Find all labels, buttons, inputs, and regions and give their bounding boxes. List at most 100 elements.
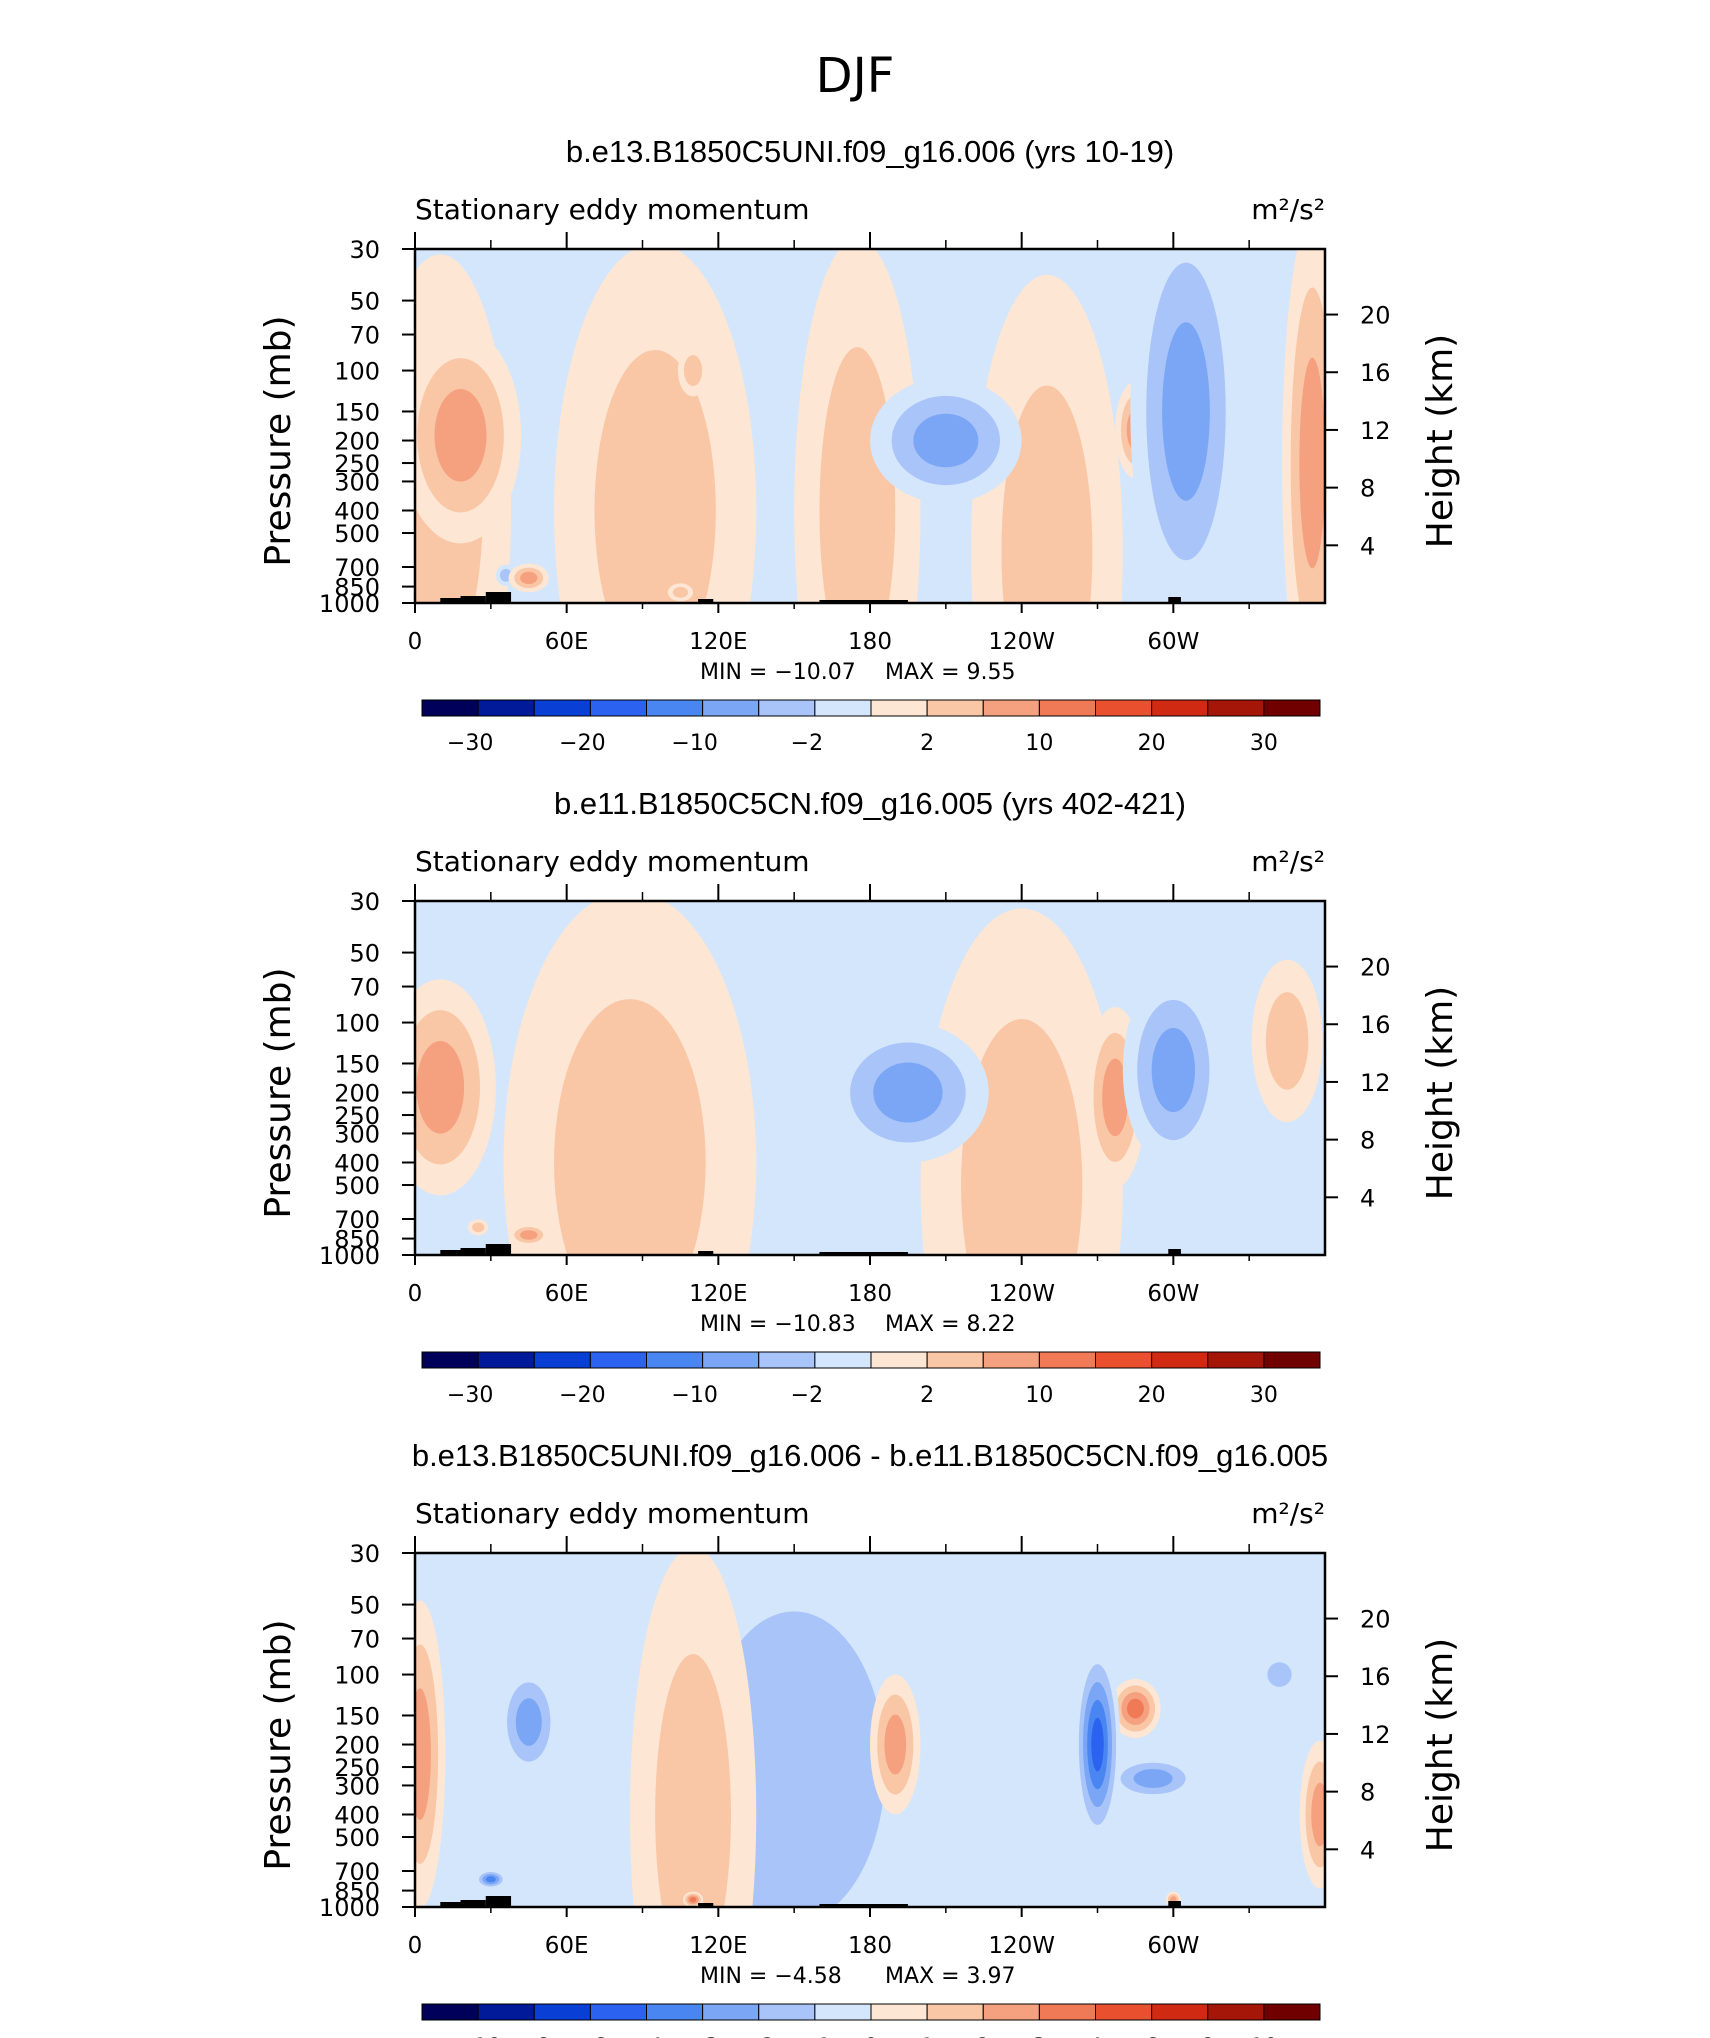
- topography-bar: [440, 1902, 461, 1907]
- colorbar-label: 10: [1025, 1383, 1053, 1408]
- x-tick-label: 60E: [545, 1933, 589, 1959]
- y-tick-label: 300: [334, 1120, 380, 1148]
- height-tick-label: 8: [1360, 475, 1375, 503]
- colorbar-label: −10: [671, 731, 717, 756]
- height-tick-label: 16: [1360, 1663, 1391, 1691]
- y-tick-label: 1000: [319, 1894, 380, 1922]
- colorbar-label: −2: [791, 731, 823, 756]
- y-tick-label: 300: [334, 1772, 380, 1800]
- colorbar-box: [1151, 699, 1209, 717]
- y-tick-label: 850: [334, 1878, 380, 1906]
- y-tick-label: 1000: [319, 1242, 380, 1270]
- colorbar-box: [1095, 2003, 1153, 2021]
- contour-field: [415, 901, 1323, 1255]
- colorbar-label: −20: [559, 731, 605, 756]
- x-tick-label: 120W: [988, 1281, 1055, 1307]
- y-axis-right-label: Height (km): [1420, 986, 1461, 1200]
- y-tick-label: 30: [349, 236, 380, 264]
- max-label: MAX = 9.55: [885, 660, 1016, 685]
- colorbar-box: [758, 2003, 816, 2021]
- colorbar-box: [1263, 699, 1321, 717]
- y-tick-label: 250: [334, 1754, 380, 1782]
- min-label: MIN = −10.07: [700, 660, 856, 685]
- x-tick-label: 120E: [689, 1933, 747, 1959]
- x-tick-label: 60W: [1147, 629, 1199, 655]
- contour-blob: [961, 1019, 1083, 1255]
- panels: b.e13.B1850C5UNI.f09_g16.006 (yrs 10-19)…: [258, 134, 1461, 2038]
- colorbar-label: 8: [1201, 2035, 1215, 2038]
- contour-blob: [1126, 1698, 1144, 1719]
- contour-blob: [1151, 1027, 1196, 1113]
- contour-blob: [1162, 322, 1210, 501]
- y-tick-label: 100: [334, 358, 380, 386]
- colorbar-box: [814, 1351, 872, 1369]
- height-tick-label: 20: [1360, 1606, 1391, 1634]
- colorbar-box: [1038, 699, 1096, 717]
- height-tick-label: 4: [1360, 1184, 1375, 1212]
- colorbar-box: [589, 699, 647, 717]
- contour-blob: [655, 1654, 731, 1907]
- contour-blob: [1091, 1717, 1104, 1772]
- height-tick-label: 12: [1360, 1721, 1391, 1749]
- contour-blob: [594, 350, 716, 603]
- y-tick-label: 250: [334, 1102, 380, 1130]
- height-tick-label: 8: [1360, 1779, 1375, 1807]
- y-tick-label: 200: [334, 428, 380, 456]
- x-tick-label: 120W: [988, 1933, 1055, 1959]
- height-tick-label: 4: [1360, 1836, 1375, 1864]
- height-tick-label: 8: [1360, 1127, 1375, 1155]
- colorbar-box: [477, 699, 535, 717]
- topography-bar: [440, 598, 461, 603]
- contour-blob: [415, 1688, 431, 1820]
- y-tick-label: 250: [334, 450, 380, 478]
- y-tick-label: 50: [349, 940, 380, 968]
- colorbar-label: 30: [1250, 1383, 1278, 1408]
- colorbar-box: [926, 2003, 984, 2021]
- colorbar-box: [1151, 2003, 1209, 2021]
- colorbar-label: 0: [864, 2035, 878, 2038]
- colorbar-box: [1151, 1351, 1209, 1369]
- colorbar-box: [702, 2003, 760, 2021]
- x-tick-label: 180: [848, 629, 892, 655]
- panel-subtitle: Stationary eddy momentum: [415, 193, 810, 226]
- contour-blob: [1001, 385, 1093, 603]
- colorbar-box: [1207, 699, 1265, 717]
- colorbar-box: [1038, 2003, 1096, 2021]
- colorbar-label: 2: [920, 1383, 934, 1408]
- topography-bar: [698, 1903, 714, 1907]
- colorbar-box: [814, 2003, 872, 2021]
- colorbar-label: 4: [1089, 2035, 1103, 2038]
- colorbar-box: [646, 1351, 704, 1369]
- colorbar-label: −2: [791, 1383, 823, 1408]
- x-tick-label: 120E: [689, 629, 747, 655]
- y-tick-label: 30: [349, 888, 380, 916]
- colorbar-box: [1207, 2003, 1265, 2021]
- colorbar-box: [1038, 1351, 1096, 1369]
- colorbar-label: −8: [518, 2035, 550, 2038]
- contour-blob: [683, 355, 703, 387]
- contour-blob: [1133, 1769, 1173, 1788]
- colorbar-label: −30: [447, 1383, 493, 1408]
- x-tick-label: 0: [408, 1933, 423, 1959]
- height-tick-label: 20: [1360, 954, 1391, 982]
- colorbar-box: [589, 2003, 647, 2021]
- contour-blob: [672, 586, 689, 598]
- y-tick-label: 70: [349, 1626, 380, 1654]
- colorbar-box: [533, 699, 591, 717]
- colorbar-box: [982, 2003, 1040, 2021]
- contour-blob: [554, 999, 706, 1255]
- topography-bar: [460, 1248, 486, 1255]
- contour-blob: [884, 1714, 907, 1775]
- colorbar-box: [870, 699, 928, 717]
- contour-blob: [472, 1222, 485, 1233]
- contour-blob: [485, 1876, 496, 1883]
- colorbar-box: [982, 699, 1040, 717]
- topography-bar: [819, 1252, 908, 1255]
- colorbar-label: 20: [1138, 731, 1166, 756]
- contour-blob: [873, 1062, 943, 1123]
- colorbar-box: [477, 1351, 535, 1369]
- colorbar-label: 6: [1145, 2035, 1159, 2038]
- x-tick-label: 60E: [545, 1281, 589, 1307]
- colorbar-label: −4: [630, 2035, 662, 2038]
